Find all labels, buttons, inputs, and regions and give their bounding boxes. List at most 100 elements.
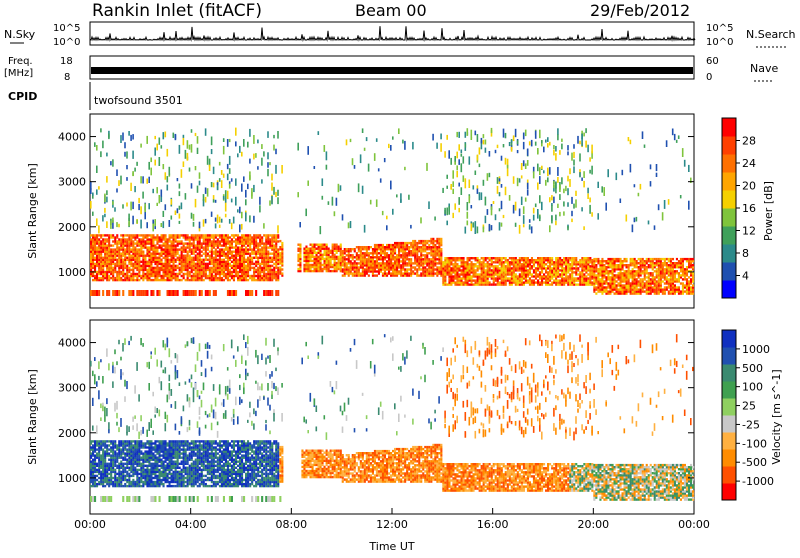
- echo-cell: [160, 254, 163, 257]
- echo-cell: [539, 263, 542, 266]
- echo-cell: [583, 226, 585, 230]
- echo-cell: [210, 274, 213, 278]
- echo-cell: [430, 254, 433, 257]
- echo-cell: [114, 252, 117, 255]
- echo-cell: [581, 137, 583, 147]
- echo-cell: [444, 151, 446, 158]
- echo-cell: [396, 268, 399, 271]
- echo-cell: [524, 273, 527, 276]
- echo-cell: [174, 234, 177, 237]
- echo-cell: [168, 260, 171, 263]
- echo-cell: [222, 270, 225, 274]
- echo-cell: [496, 267, 499, 270]
- echo-cell: [130, 264, 133, 268]
- echo-cell: [152, 290, 155, 296]
- echo-cell: [476, 154, 479, 161]
- echo-cell: [547, 259, 550, 262]
- echo-cell: [94, 242, 97, 245]
- echo-cell: [132, 250, 135, 253]
- echo-cell: [249, 234, 252, 237]
- echo-cell: [657, 262, 660, 265]
- echo-cell: [188, 244, 191, 247]
- echo-cell: [279, 248, 282, 251]
- echo-cell: [571, 265, 574, 268]
- echo-cell: [528, 277, 531, 280]
- echo-cell: [92, 240, 95, 243]
- echo-cell: [235, 270, 238, 274]
- echo-cell: [462, 263, 465, 266]
- freq-tick-bottom: 8: [64, 72, 70, 83]
- echo-cell: [249, 266, 252, 270]
- echo-cell: [504, 281, 507, 284]
- echo-cell: [383, 266, 386, 269]
- echo-cell: [569, 275, 572, 278]
- echo-cell: [140, 260, 143, 263]
- echo-cell: [400, 270, 403, 273]
- echo-cell: [398, 246, 401, 249]
- echo-cell: [208, 250, 211, 253]
- echo-cell: [526, 263, 529, 266]
- echo-cell: [277, 252, 280, 255]
- echo-cell: [335, 267, 338, 271]
- echo-cell: [573, 259, 576, 262]
- echo-cell: [327, 263, 330, 267]
- echo-cell: [182, 137, 185, 146]
- echo-cell: [486, 257, 489, 260]
- echo-cell: [359, 254, 362, 257]
- echo-cell: [361, 185, 364, 194]
- echo-cell: [430, 241, 433, 245]
- echo-cell: [235, 258, 238, 261]
- echo-cell: [629, 276, 632, 279]
- echo-cell: [102, 260, 105, 263]
- echo-cell: [218, 242, 221, 245]
- echo-cell: [388, 246, 391, 249]
- echo-cell: [224, 256, 227, 259]
- echo-cell: [255, 240, 258, 243]
- echo-cell: [261, 144, 263, 149]
- echo-cell: [363, 274, 366, 277]
- echo-cell: [178, 266, 181, 270]
- echo-cell: [196, 238, 199, 241]
- echo-cell: [192, 248, 195, 251]
- echo-cell: [454, 158, 456, 165]
- echo-cell: [144, 258, 147, 261]
- echo-cell: [152, 278, 155, 282]
- echo-cell: [468, 267, 471, 270]
- echo-cell: [476, 134, 479, 142]
- echo-cell: [381, 266, 384, 269]
- echo-cell: [218, 234, 221, 237]
- echo-cell: [277, 240, 280, 243]
- echo-cell: [647, 280, 650, 283]
- echo-cell: [390, 264, 393, 267]
- echo-cell: [214, 260, 217, 263]
- echo-cell: [275, 244, 278, 247]
- echo-cell: [232, 274, 235, 278]
- echo-cell: [585, 283, 588, 286]
- echo-cell: [589, 261, 592, 264]
- echo-cell: [259, 238, 262, 241]
- echo-cell: [508, 279, 511, 282]
- echo-cell: [180, 258, 183, 261]
- echo-cell: [353, 268, 356, 271]
- echo-cell: [418, 258, 421, 261]
- echo-cell: [212, 238, 215, 241]
- echo-cell: [182, 254, 185, 257]
- echo-cell: [196, 256, 199, 259]
- echo-cell: [222, 262, 225, 266]
- echo-cell: [138, 270, 141, 274]
- echo-cell: [100, 240, 103, 243]
- echo-cell: [92, 234, 95, 237]
- echo-cell: [581, 267, 584, 270]
- echo-cell: [486, 273, 489, 276]
- echo-cell: [569, 267, 572, 270]
- echo-cell: [253, 272, 256, 276]
- echo-cell: [460, 263, 463, 266]
- echo-cell: [317, 243, 320, 246]
- echo-cell: [379, 264, 382, 267]
- echo-cell: [261, 250, 264, 253]
- echo-cell: [627, 284, 630, 287]
- echo-cell: [534, 130, 537, 139]
- echo-cell: [100, 254, 103, 257]
- echo-cell: [452, 269, 455, 272]
- echo-cell: [168, 266, 171, 270]
